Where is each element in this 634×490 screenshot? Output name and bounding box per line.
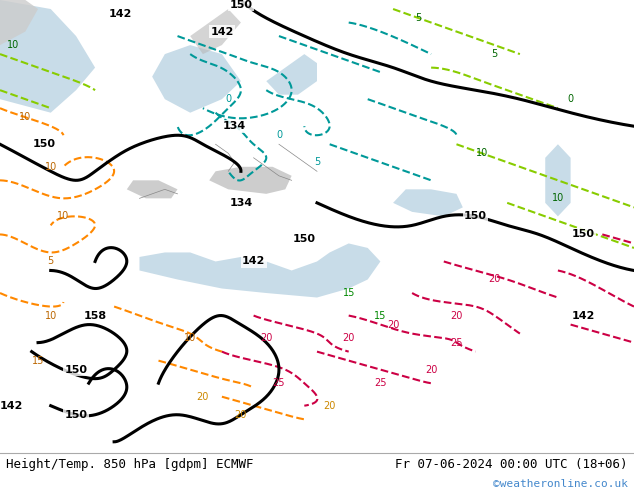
Text: 5: 5 [48,256,54,267]
Text: 20: 20 [342,333,355,343]
Polygon shape [139,244,380,297]
Text: 15: 15 [32,356,44,366]
Text: 0: 0 [276,130,282,140]
Text: 10: 10 [184,333,197,343]
Text: 142: 142 [242,256,265,267]
Text: 150: 150 [230,0,252,10]
Text: 150: 150 [293,234,316,244]
Text: 142: 142 [210,26,233,37]
Text: Height/Temp. 850 hPa [gdpm] ECMWF: Height/Temp. 850 hPa [gdpm] ECMWF [6,458,254,471]
Text: 15: 15 [374,311,387,320]
Text: 0: 0 [567,94,574,104]
Text: 20: 20 [488,274,501,285]
Text: 150: 150 [464,211,487,221]
Text: ©weatheronline.co.uk: ©weatheronline.co.uk [493,479,628,489]
Text: 158: 158 [84,311,107,320]
Text: 10: 10 [552,194,564,203]
Text: 20: 20 [323,401,336,411]
Polygon shape [0,0,38,45]
Text: 20: 20 [235,410,247,420]
Polygon shape [209,167,292,194]
Text: 0: 0 [225,94,231,104]
Text: 142: 142 [109,8,132,19]
Text: 150: 150 [33,139,56,149]
Polygon shape [127,180,178,198]
Text: 20: 20 [387,319,399,330]
Text: 10: 10 [44,311,57,320]
Polygon shape [190,9,241,54]
Text: 20: 20 [260,333,273,343]
Text: 150: 150 [65,410,87,420]
Text: 10: 10 [19,112,32,122]
Text: 10: 10 [476,148,488,158]
Polygon shape [152,45,241,113]
Text: 5: 5 [415,13,422,23]
Text: 20: 20 [425,365,437,375]
Text: 20: 20 [450,311,463,320]
Text: 134: 134 [223,121,246,131]
Text: 15: 15 [342,288,355,298]
Text: 5: 5 [491,49,498,59]
Text: 134: 134 [230,198,252,208]
Polygon shape [393,189,463,217]
Text: 25: 25 [273,378,285,388]
Text: 5: 5 [314,157,320,167]
Text: 10: 10 [6,40,19,50]
Text: 142: 142 [572,311,595,320]
Text: 10: 10 [44,162,57,172]
Text: 25: 25 [450,338,463,347]
Text: 25: 25 [374,378,387,388]
Polygon shape [545,144,571,217]
Text: 150: 150 [65,365,87,375]
Polygon shape [266,54,317,95]
Polygon shape [0,0,95,113]
Text: 10: 10 [57,211,70,221]
Text: 142: 142 [0,401,23,411]
Text: 150: 150 [572,229,595,240]
Text: 20: 20 [197,392,209,402]
Text: Fr 07-06-2024 00:00 UTC (18+06): Fr 07-06-2024 00:00 UTC (18+06) [395,458,628,471]
